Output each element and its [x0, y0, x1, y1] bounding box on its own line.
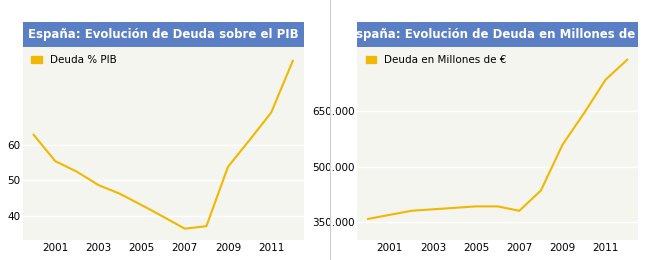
- Text: España: Evolución de Deuda en Millones de €: España: Evolución de Deuda en Millones d…: [348, 28, 645, 41]
- Legend: Deuda en Millones de €: Deuda en Millones de €: [362, 52, 510, 68]
- Text: España: Evolución de Deuda sobre el PIB: España: Evolución de Deuda sobre el PIB: [28, 28, 299, 41]
- Legend: Deuda % PIB: Deuda % PIB: [28, 52, 120, 68]
